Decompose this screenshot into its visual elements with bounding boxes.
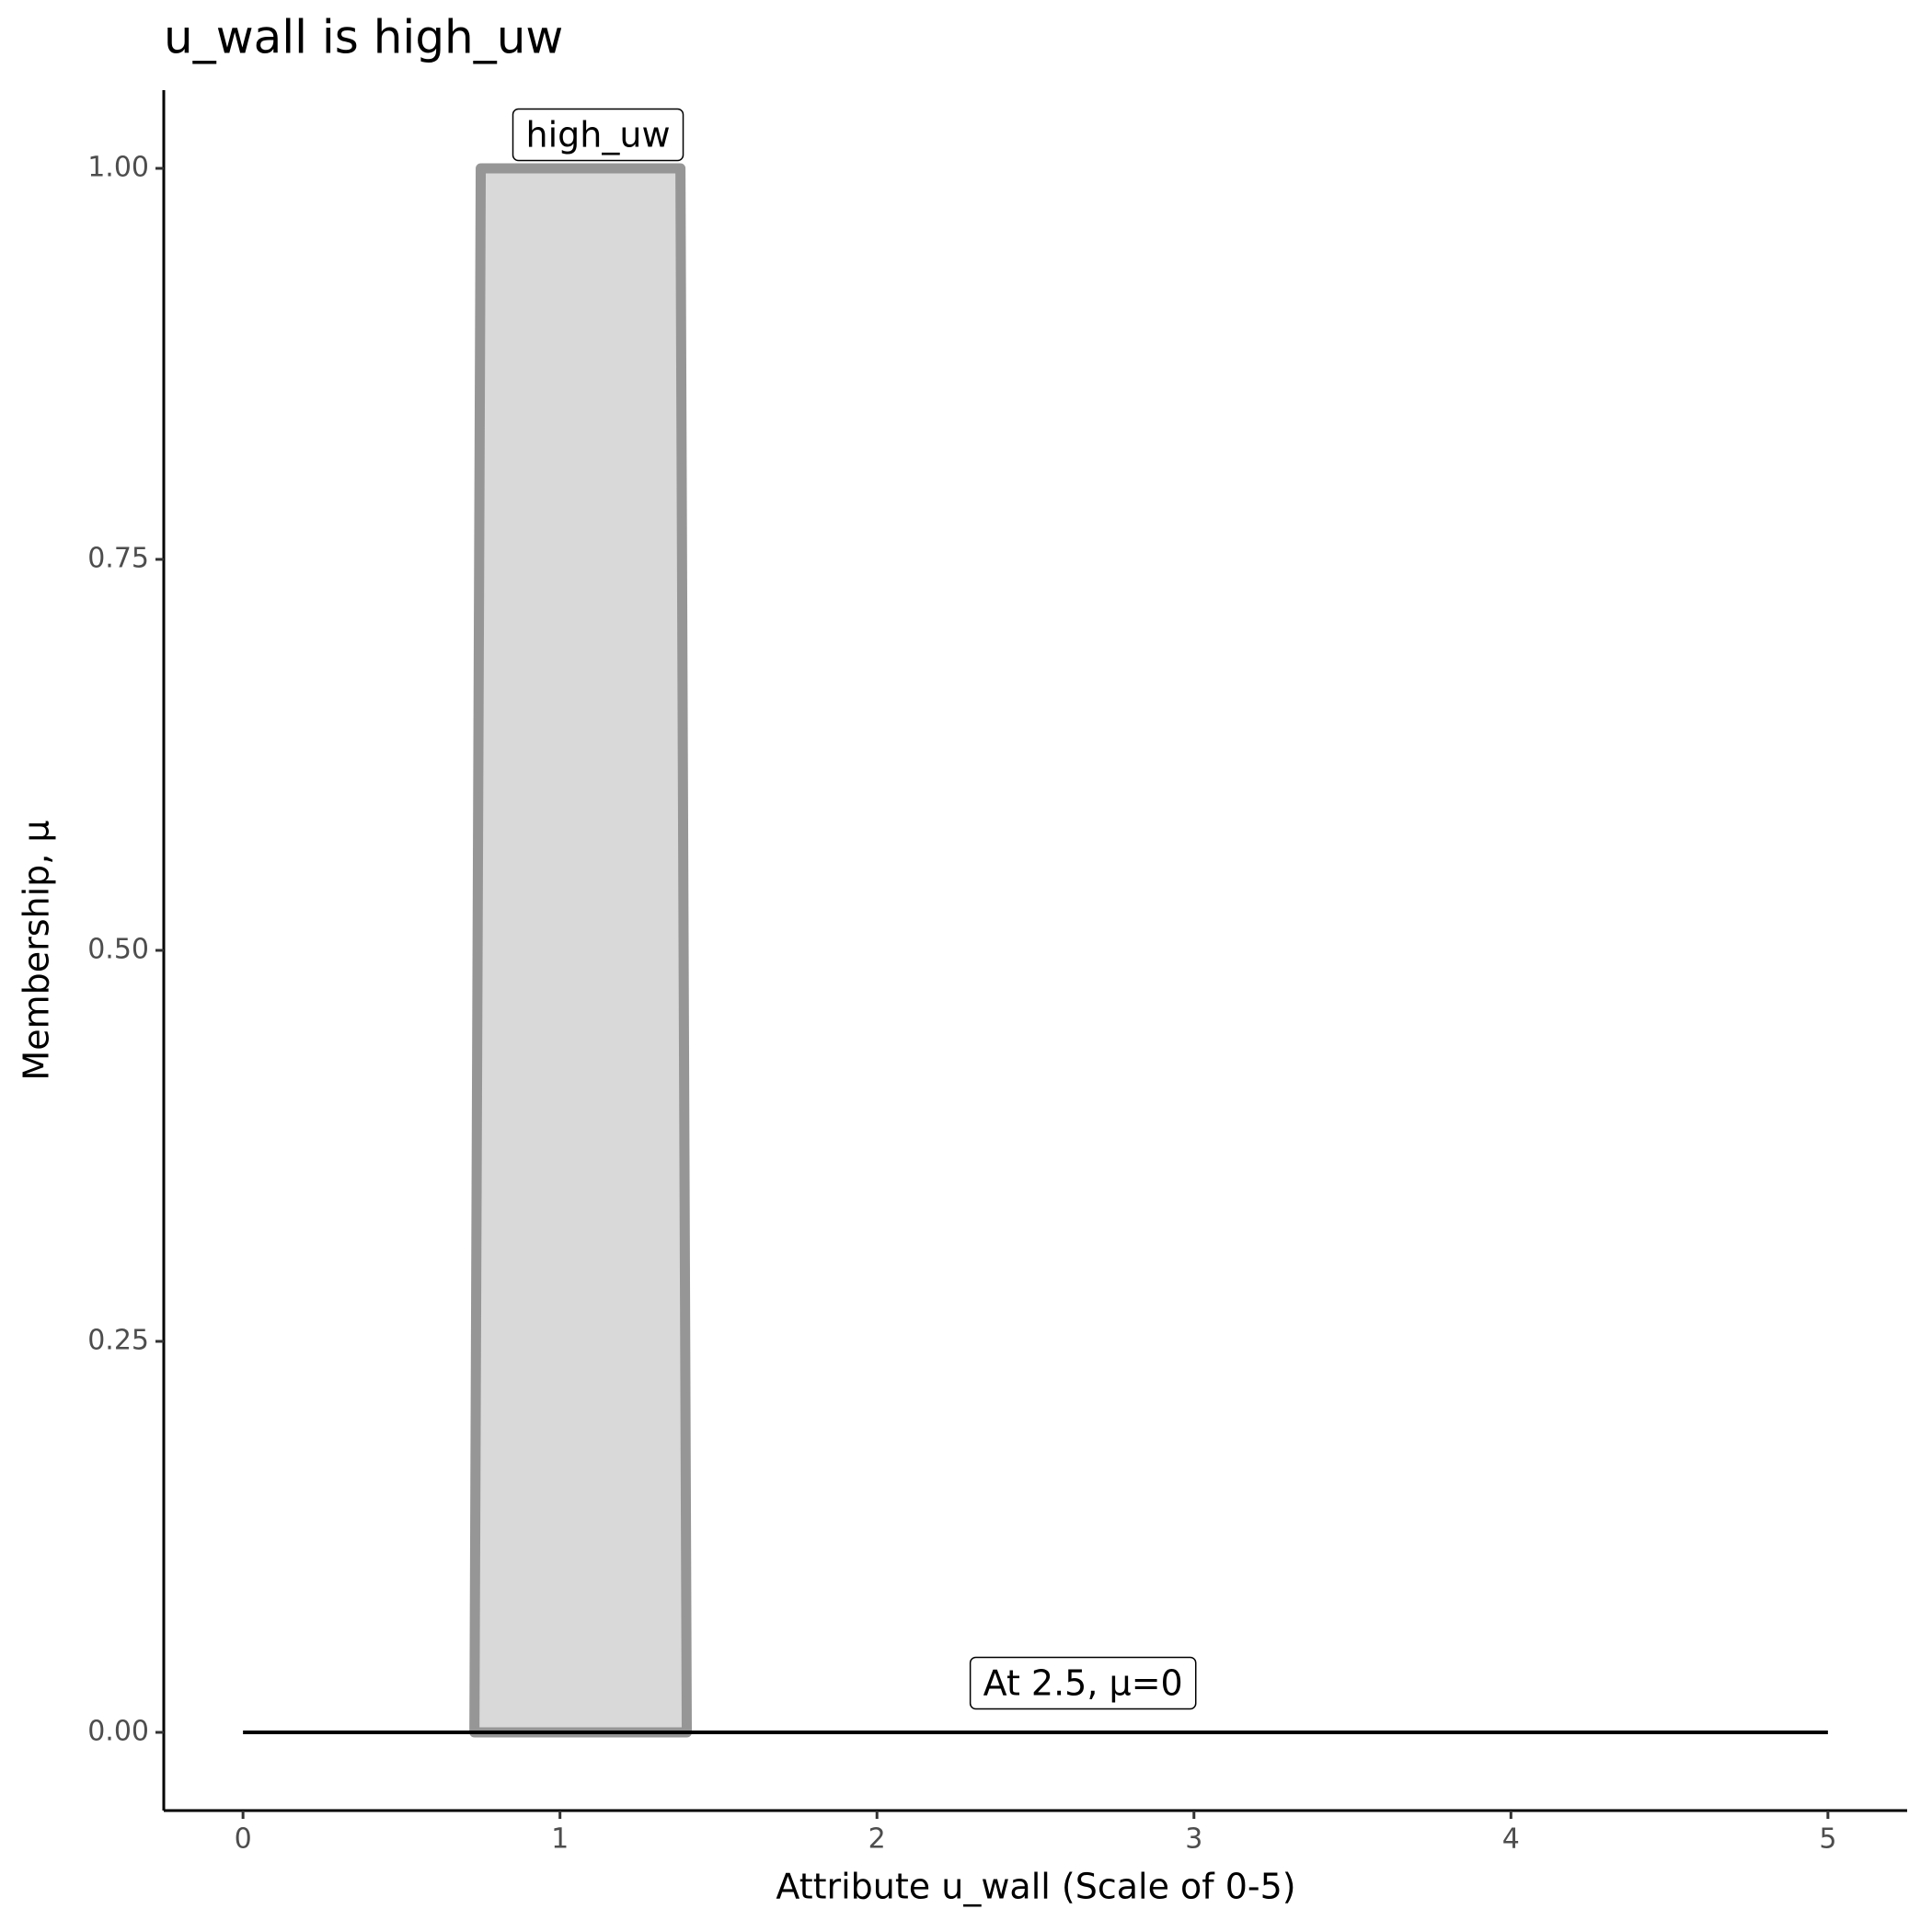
annotation-box xyxy=(512,108,684,162)
y-axis-title: Membership, μ xyxy=(17,820,57,1080)
y-tick-label: 0.50 xyxy=(87,934,149,966)
x-axis-title: Attribute u_wall (Scale of 0-5) xyxy=(776,1867,1295,1907)
y-tick-label: 0.25 xyxy=(87,1325,149,1357)
y-tick-label: 0.75 xyxy=(87,543,149,575)
x-tick-label: 4 xyxy=(1502,1823,1520,1856)
area xyxy=(469,163,692,1738)
x-tick-label: 0 xyxy=(235,1823,252,1856)
y-tick-label: 0.00 xyxy=(87,1716,149,1748)
x-tick-label: 2 xyxy=(868,1823,886,1856)
annotation-box xyxy=(969,1656,1197,1710)
y-tick-label: 1.00 xyxy=(87,152,149,184)
x-tick-label: 1 xyxy=(551,1823,569,1856)
x-tick-label: 3 xyxy=(1185,1823,1202,1856)
annotation: At 2.5, μ=0 xyxy=(983,1663,1183,1704)
chart-title: u_wall is high_uw xyxy=(164,11,563,64)
annotation: high_uw xyxy=(526,115,671,155)
x-tick-label: 5 xyxy=(1819,1823,1836,1856)
